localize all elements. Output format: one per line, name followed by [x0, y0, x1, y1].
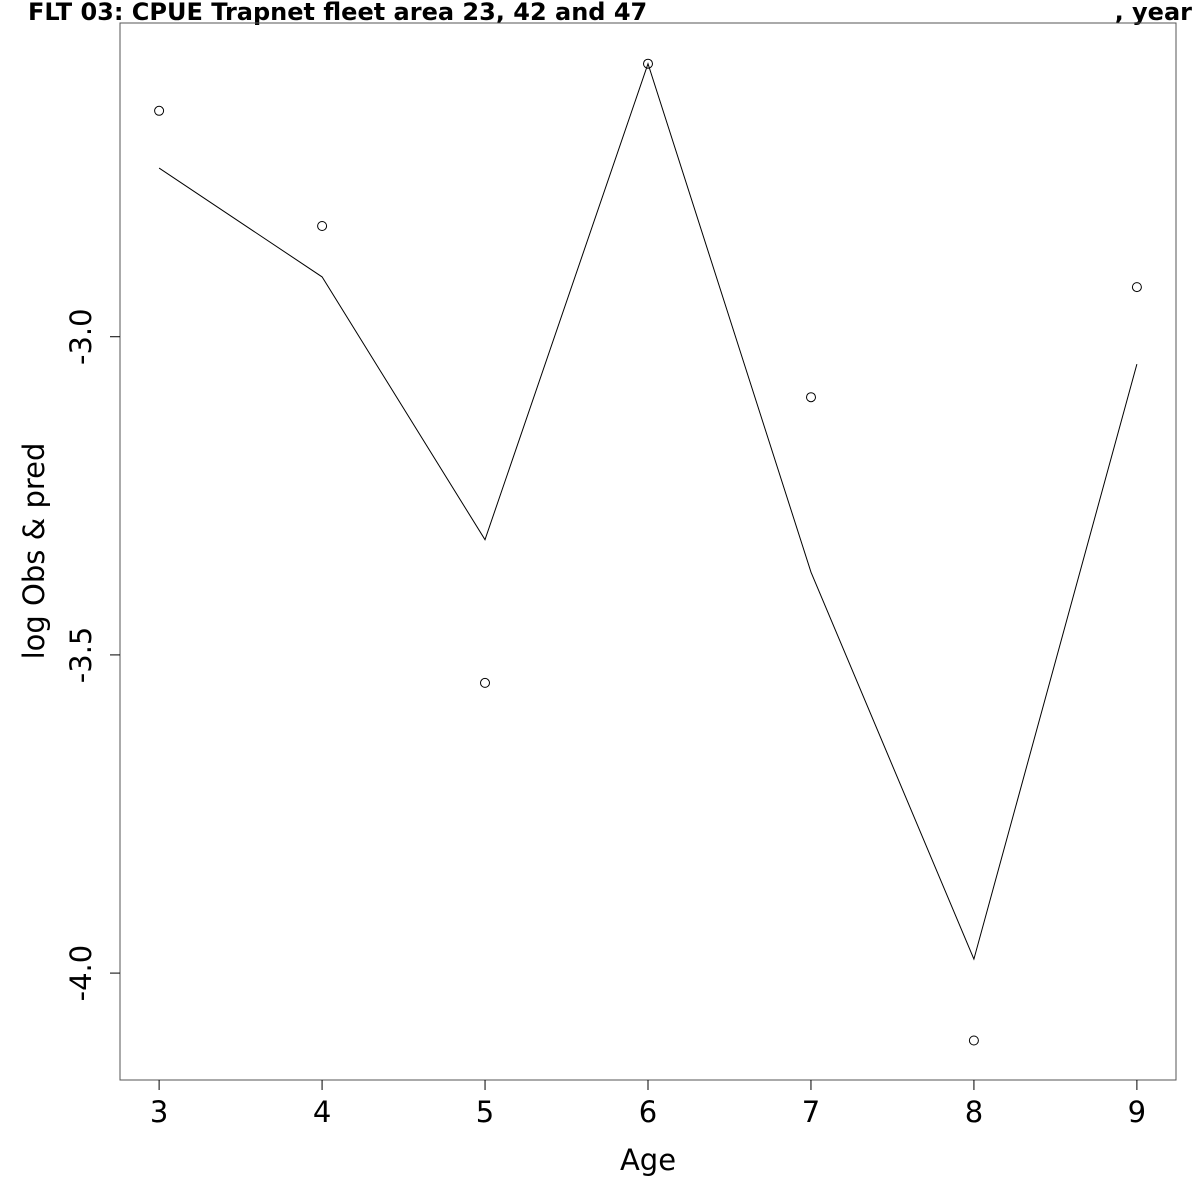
x-axis: 3 4 5 6 7 8 9 — [150, 1080, 1146, 1129]
data-point — [806, 392, 816, 403]
data-point — [968, 1035, 979, 1046]
x-tick-label: 7 — [802, 1095, 820, 1129]
y-tick-label: -3.5 — [64, 627, 98, 684]
x-tick-label: 6 — [639, 1095, 657, 1129]
predicted-line — [158, 62, 1138, 961]
x-tick-label: 3 — [150, 1095, 168, 1129]
plot-frame — [119, 22, 1177, 1081]
chart-title: FLT 03: CPUE Trapnet fleet area 23, 42 a… — [28, 0, 647, 26]
data-point — [154, 105, 165, 116]
x-tick-label: 4 — [313, 1095, 331, 1129]
x-axis-label: Age — [620, 1143, 676, 1177]
x-tick-label: 5 — [476, 1095, 494, 1129]
y-axis: -3.0 -3.5 -4.0 — [64, 308, 120, 1001]
data-point — [480, 677, 490, 688]
chart-title-suffix: , year — [1115, 0, 1193, 26]
x-tick-label: 9 — [1128, 1095, 1146, 1129]
data-point — [643, 58, 653, 69]
y-tick-label: -4.0 — [64, 945, 98, 1002]
data-point — [317, 221, 328, 231]
x-tick-label: 8 — [965, 1095, 983, 1129]
series-line — [158, 62, 1138, 961]
data-point — [1131, 282, 1142, 293]
observed-points — [154, 58, 1142, 1046]
y-tick-label: -3.0 — [64, 308, 98, 365]
y-axis-label: log Obs & pred — [17, 443, 51, 660]
